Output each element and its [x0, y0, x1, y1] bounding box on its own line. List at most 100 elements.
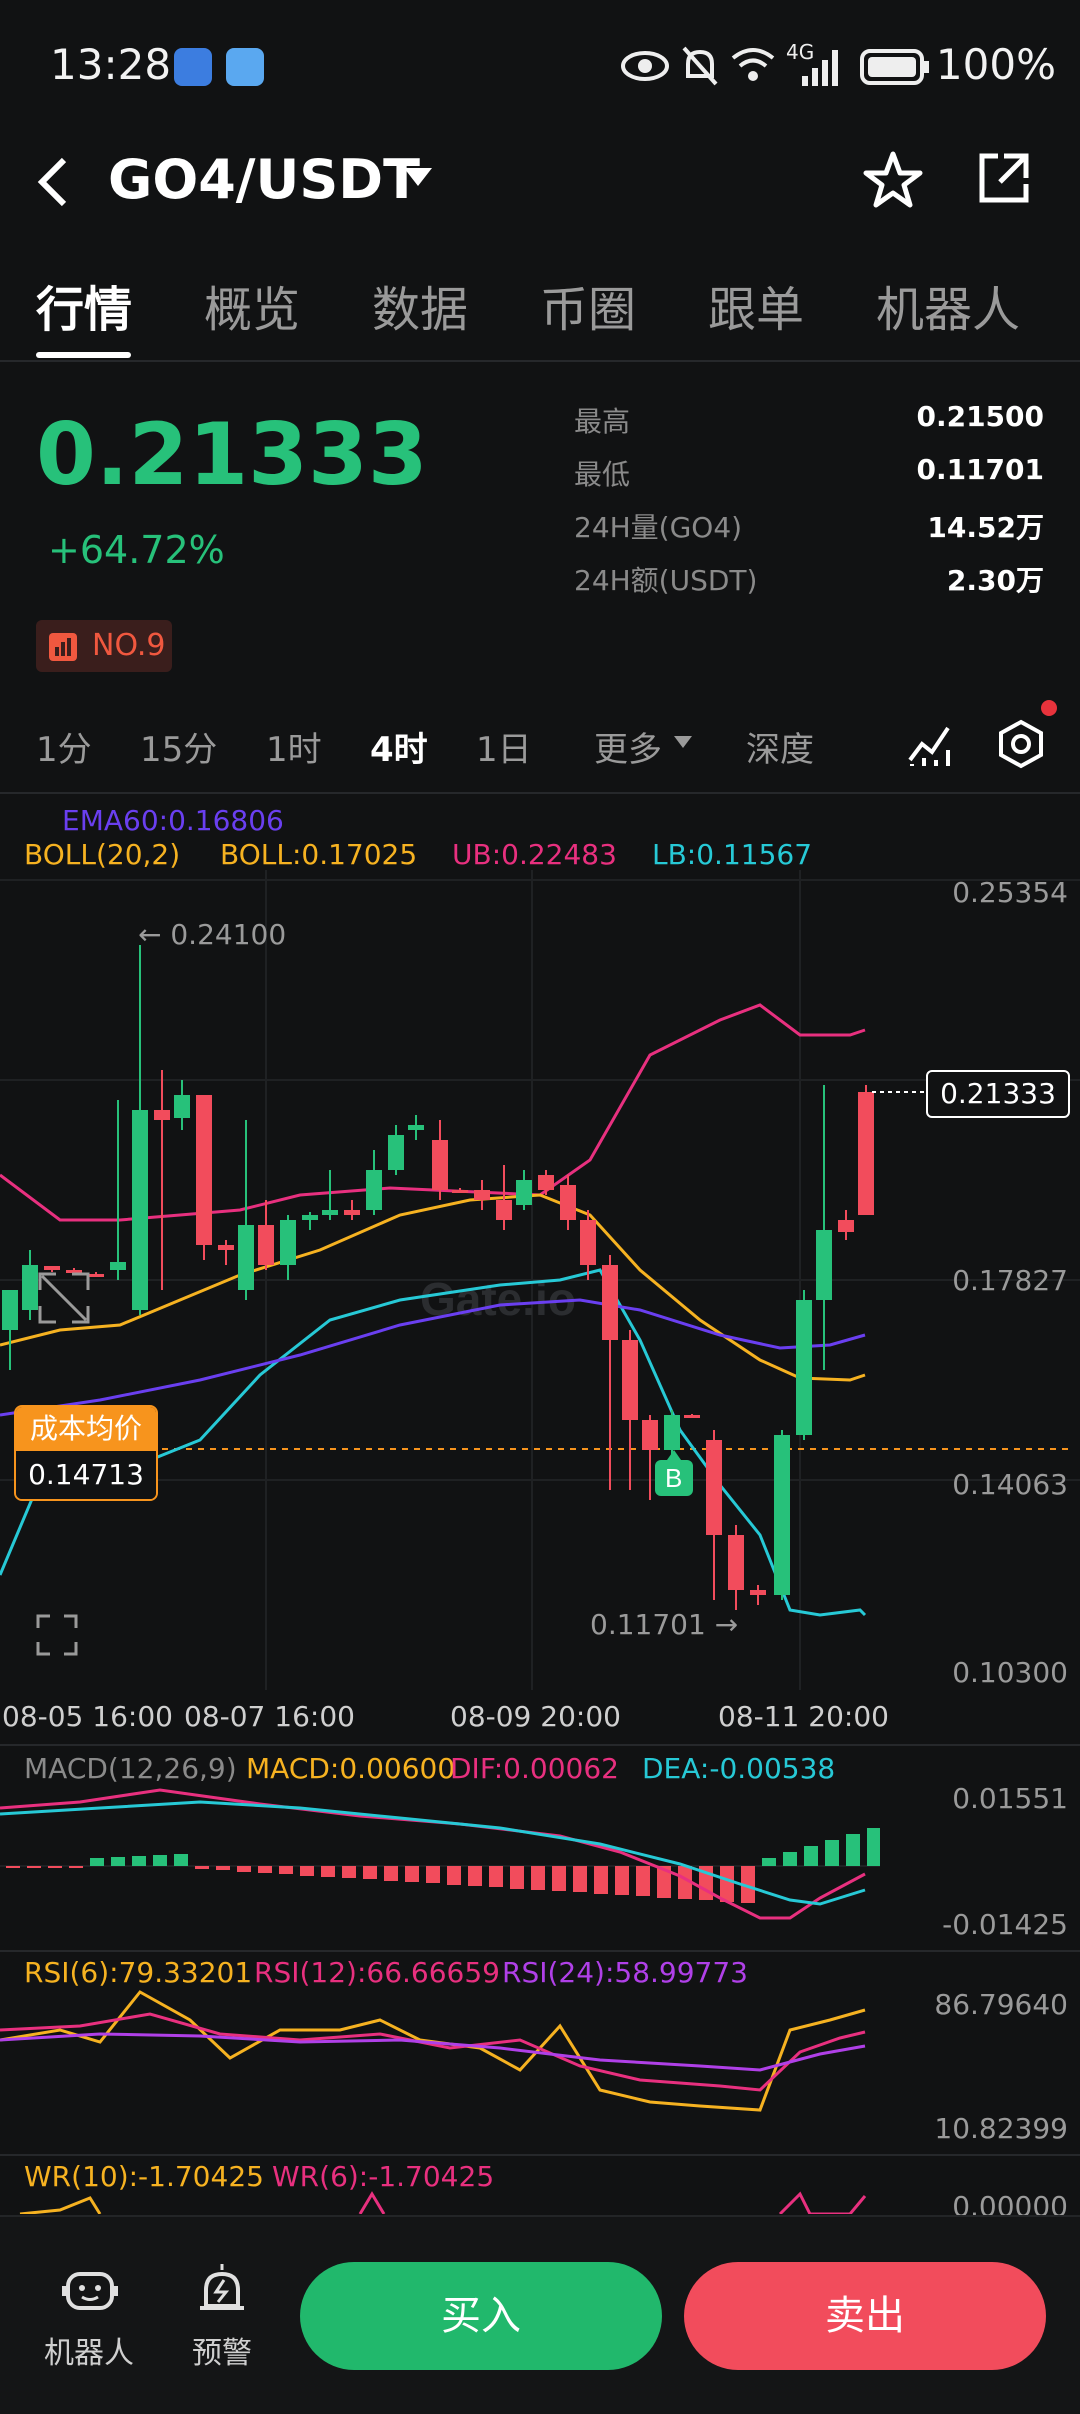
macd-bar [132, 1856, 146, 1866]
macd-bar [174, 1854, 188, 1866]
macd-bar [531, 1866, 545, 1890]
wr6-legend: WR(6):-1.70425 [272, 2160, 495, 2193]
interval-more[interactable]: 更多 [594, 730, 662, 770]
candle-body [642, 1420, 658, 1450]
macd-bar [468, 1866, 482, 1886]
tab-bots[interactable]: 机器人 [876, 282, 1021, 338]
cost-average-tag[interactable]: 成本均价 0.14713 [14, 1405, 158, 1501]
settings-hexagon-icon[interactable] [994, 716, 1048, 772]
tab-community[interactable]: 币圈 [540, 282, 637, 338]
fullscreen-icon[interactable] [34, 1612, 80, 1658]
share-icon[interactable] [974, 150, 1032, 208]
candle-body [218, 1245, 234, 1250]
macd-chart[interactable] [0, 1780, 880, 1950]
macd-dea: DEA:-0.00538 [642, 1752, 836, 1785]
candle-body [174, 1095, 190, 1118]
interval-15m[interactable]: 15分 [140, 730, 218, 770]
ub-legend: UB:0.22483 [452, 838, 617, 871]
candle-body [538, 1175, 554, 1190]
y-label: 0.25354 [952, 876, 1068, 909]
buy-button[interactable]: 买入 [300, 2262, 662, 2370]
robot-icon[interactable] [62, 2264, 118, 2316]
candle-body [496, 1200, 512, 1220]
pair-title[interactable]: GO4/USDT [108, 148, 420, 211]
star-favorite-icon[interactable] [862, 150, 924, 210]
tab-data[interactable]: 数据 [372, 282, 469, 338]
rsi-y-top: 86.79640 [934, 1988, 1068, 2021]
macd-bar [405, 1866, 419, 1882]
eye-icon [621, 51, 669, 81]
candle-body [796, 1300, 812, 1435]
divider [0, 2154, 1080, 2156]
interval-1m[interactable]: 1分 [36, 730, 92, 770]
rsi-chart[interactable] [0, 1990, 880, 2150]
macd-bar [69, 1866, 83, 1868]
macd-bar [321, 1866, 335, 1877]
nav-robot-label[interactable]: 机器人 [44, 2336, 134, 2371]
macd-bar [552, 1866, 566, 1891]
divider [0, 792, 1080, 794]
interval-1h[interactable]: 1时 [266, 730, 322, 770]
tab-copy-trading[interactable]: 跟单 [708, 282, 805, 338]
chevron-down-icon [674, 736, 692, 748]
stat-volume-value: 14.52万 [927, 511, 1044, 544]
macd-title: MACD(12,26,9) [24, 1752, 237, 1785]
ema-legend: EMA60:0.16806 [62, 804, 284, 837]
macd-bar [342, 1866, 356, 1878]
macd-bar [867, 1828, 880, 1866]
tab-market[interactable]: 行情 [36, 282, 133, 338]
interval-depth[interactable]: 深度 [746, 730, 814, 770]
candle-body [728, 1535, 744, 1590]
candle-body [22, 1265, 38, 1310]
indicator-chart-icon[interactable] [906, 720, 954, 768]
battery-icon [860, 49, 929, 85]
macd-bar [363, 1866, 377, 1879]
price-change: +64.72% [48, 528, 225, 572]
candle-body [388, 1135, 404, 1170]
cost-value: 0.14713 [16, 1451, 156, 1499]
battery-percent: 100% [935, 40, 1056, 89]
alert-icon[interactable] [196, 2262, 248, 2316]
divider [0, 360, 1080, 362]
macd-bar [489, 1866, 503, 1887]
candle-body [432, 1140, 448, 1190]
macd-bar [426, 1866, 440, 1883]
macd-bar [678, 1866, 692, 1899]
candle-body [302, 1215, 318, 1220]
sell-button[interactable]: 卖出 [684, 2262, 1046, 2370]
active-tab-indicator [36, 352, 131, 358]
status-time: 13:28 [50, 40, 172, 89]
last-price: 0.21333 [36, 405, 428, 505]
macd-bar [720, 1866, 734, 1902]
expand-icon[interactable] [38, 1272, 90, 1324]
divider [0, 1950, 1080, 1952]
candle-body [258, 1225, 274, 1265]
wr-chart[interactable] [0, 2190, 880, 2214]
tab-overview[interactable]: 概览 [204, 282, 301, 338]
pair-dropdown-icon[interactable] [404, 168, 432, 186]
macd-bar [384, 1866, 398, 1881]
x-label: 08-05 16:00 [2, 1700, 173, 1733]
lb-legend: LB:0.11567 [652, 838, 813, 871]
back-icon[interactable] [34, 156, 70, 208]
stat-turnover-value: 2.30万 [946, 564, 1044, 597]
macd-bar [90, 1858, 104, 1866]
macd-bar [846, 1834, 860, 1866]
macd-bar [783, 1852, 797, 1866]
nav-alert-label[interactable]: 预警 [192, 2336, 252, 2371]
macd-bar [48, 1866, 62, 1868]
y-label: 0.10300 [952, 1656, 1068, 1689]
stat-volume-label: 24H量(GO4) [574, 511, 743, 544]
candle-body [706, 1440, 722, 1535]
macd-y-top: 0.01551 [952, 1782, 1068, 1815]
macd-bar [825, 1840, 839, 1866]
x-label: 08-11 20:00 [718, 1700, 889, 1733]
last-price-tag: 0.21333 [926, 1070, 1070, 1118]
high-marker: ← 0.24100 [138, 918, 287, 951]
interval-4h[interactable]: 4时 [370, 730, 428, 770]
candle-body [580, 1220, 596, 1265]
candlestick-chart[interactable]: Gate.io B [0, 870, 1080, 1690]
candle-body [838, 1220, 854, 1232]
interval-1d[interactable]: 1日 [476, 730, 532, 770]
macd-bar [258, 1866, 272, 1873]
